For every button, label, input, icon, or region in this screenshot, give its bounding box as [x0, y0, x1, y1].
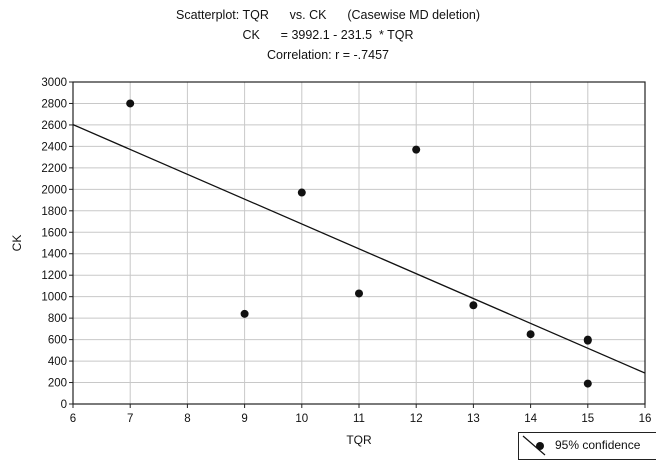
y-tick-label: 400 [48, 356, 67, 368]
y-tick-label: 1600 [41, 227, 67, 239]
y-tick-label: 2200 [41, 163, 67, 175]
y-tick-label: 1400 [41, 249, 67, 261]
x-tick-label: 6 [70, 413, 76, 425]
x-axis-title: TQR [346, 433, 372, 447]
scatter-point [583, 336, 592, 345]
y-tick-label: 2800 [41, 98, 67, 110]
x-tick-label: 12 [410, 413, 423, 425]
y-tick-label: 1000 [41, 292, 67, 304]
scatter-point [297, 188, 306, 197]
y-tick-label: 200 [48, 378, 67, 390]
y-tick-label: 2000 [41, 184, 67, 196]
y-tick-label: 1200 [41, 270, 67, 282]
x-tick-label: 14 [524, 413, 537, 425]
legend-label: 95% confidence [555, 438, 641, 452]
scatter-point [240, 309, 249, 318]
y-tick-label: 3000 [41, 77, 67, 89]
x-tick-label: 15 [581, 413, 594, 425]
y-tick-label: 1800 [41, 206, 67, 218]
x-tick-label: 9 [241, 413, 247, 425]
scatter-point [412, 145, 421, 154]
y-tick-label: 2400 [41, 141, 67, 153]
x-tick-label: 7 [127, 413, 133, 425]
legend-marker-icon [536, 442, 544, 450]
scatter-point [126, 99, 135, 108]
x-tick-label: 8 [184, 413, 190, 425]
y-tick-label: 800 [48, 313, 67, 325]
regression-line [72, 124, 646, 374]
chart-title-line-3: Correlation: r = -.7457 [267, 48, 389, 62]
x-tick-label: 16 [639, 413, 652, 425]
x-tick-label: 11 [353, 413, 365, 425]
scatter-point [355, 289, 363, 298]
y-axis-title: CK [10, 235, 24, 252]
y-tick-label: 600 [48, 335, 67, 347]
scatter-point [469, 301, 478, 310]
scatter-point [583, 379, 592, 388]
x-tick-label: 13 [467, 413, 480, 425]
chart-title-line-1: Scatterplot: TQR vs. CK (Casewise MD del… [175, 8, 481, 22]
legend: 95% confidence [518, 432, 656, 460]
y-tick-label: 2600 [41, 120, 67, 132]
chart-title-line-2: CK = 3992.1 - 231.5 * TQR [242, 28, 414, 42]
scatter-point [526, 330, 535, 339]
x-tick-label: 10 [295, 413, 308, 425]
y-tick-label: 0 [61, 399, 67, 411]
